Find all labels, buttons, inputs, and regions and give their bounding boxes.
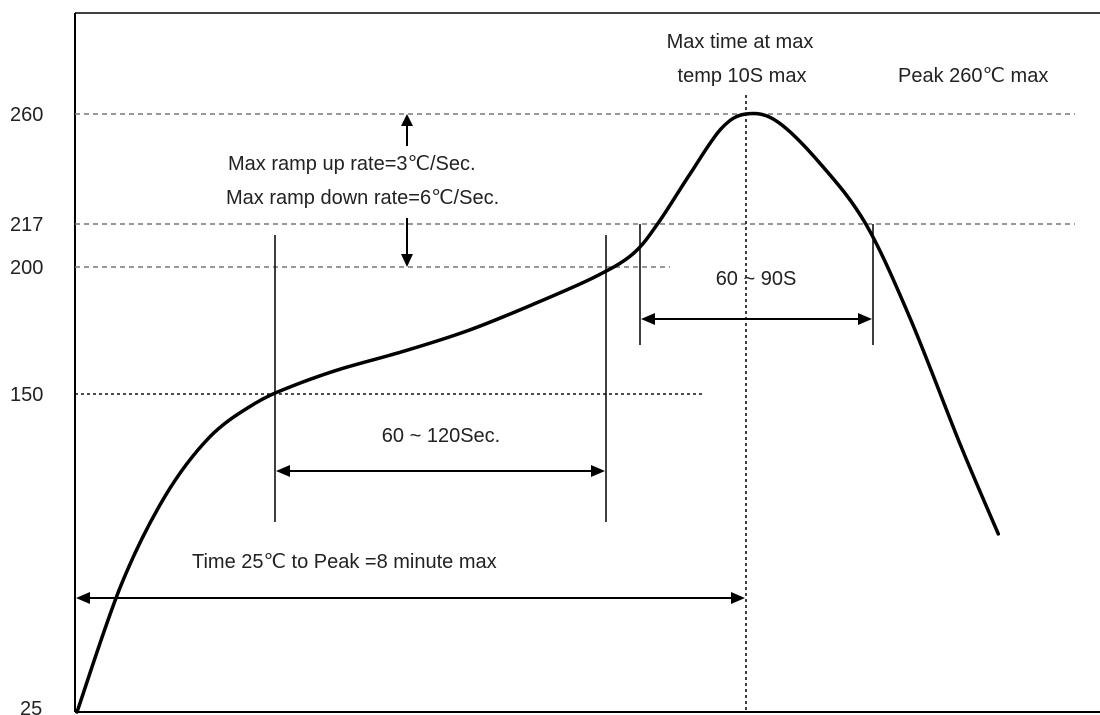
ramp-down-arrow-head xyxy=(401,254,413,267)
peak-time-annotation-line1: Max time at max xyxy=(667,31,814,53)
y-tick-label-260: 260 xyxy=(10,104,43,126)
y-tick-label-25: 25 xyxy=(20,698,42,715)
ramp-up-arrow-head xyxy=(401,114,413,126)
liquidus-time-annotation: 60 ~ 90S xyxy=(716,268,797,290)
temperature-profile-line xyxy=(75,111,1001,714)
total-time-arrow-right-head xyxy=(731,592,745,604)
peak-temperature-annotation: Peak 260℃ max xyxy=(898,65,1048,87)
ramp-down-annotation: Max ramp down rate=6℃/Sec. xyxy=(226,187,499,209)
total-time-annotation: Time 25℃ to Peak =8 minute max xyxy=(192,551,497,573)
total-time-arrow-left-head xyxy=(76,592,90,604)
soak-time-arrow-left-head xyxy=(276,465,290,477)
soak-time-annotation: 60 ~ 120Sec. xyxy=(382,425,500,447)
y-tick-label-200: 200 xyxy=(10,257,43,279)
y-tick-label-217: 217 xyxy=(10,214,43,236)
soak-time-arrow-right-head xyxy=(591,465,605,477)
y-tick-label-150: 150 xyxy=(10,384,43,406)
ramp-up-annotation: Max ramp up rate=3℃/Sec. xyxy=(228,153,476,175)
liquidus-time-arrow-left-head xyxy=(641,313,655,325)
liquidus-time-arrow-right-head xyxy=(858,313,872,325)
peak-time-annotation-line2: temp 10S max xyxy=(678,65,807,87)
